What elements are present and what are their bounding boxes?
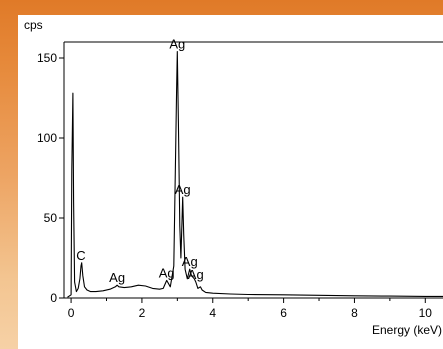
y-tick-label: 50 bbox=[44, 211, 58, 225]
x-tick-label: 10 bbox=[419, 306, 433, 320]
series-line-spectrum bbox=[67, 51, 443, 298]
x-tick-label: 6 bbox=[280, 306, 287, 320]
chart-panel: 0 50 100 150 0 2 4 6 8 10 C Ag Ag Ag Ag Ag Ag cps Ener… bbox=[18, 15, 443, 349]
peak-label: Ag bbox=[175, 182, 191, 197]
y-axis-ticks: 0 50 100 150 bbox=[37, 51, 64, 305]
x-tick-label: 0 bbox=[68, 306, 75, 320]
peak-label: Ag bbox=[169, 37, 185, 52]
peak-label: Ag bbox=[159, 265, 175, 280]
peak-label: Ag bbox=[109, 270, 125, 285]
x-axis-title: Energy (keV) bbox=[372, 323, 442, 337]
y-tick-label: 0 bbox=[50, 291, 57, 305]
y-axis-title: cps bbox=[24, 18, 43, 32]
x-tick-label: 8 bbox=[351, 306, 358, 320]
x-axis-ticks: 0 2 4 6 8 10 bbox=[68, 298, 433, 320]
y-tick-label: 100 bbox=[37, 131, 57, 145]
y-tick-label: 150 bbox=[37, 51, 57, 65]
x-tick-label: 2 bbox=[139, 306, 146, 320]
peak-label: Ag bbox=[182, 254, 198, 269]
peak-label: Ag bbox=[188, 267, 204, 282]
x-tick-label: 4 bbox=[209, 306, 216, 320]
peak-label: C bbox=[76, 248, 85, 263]
